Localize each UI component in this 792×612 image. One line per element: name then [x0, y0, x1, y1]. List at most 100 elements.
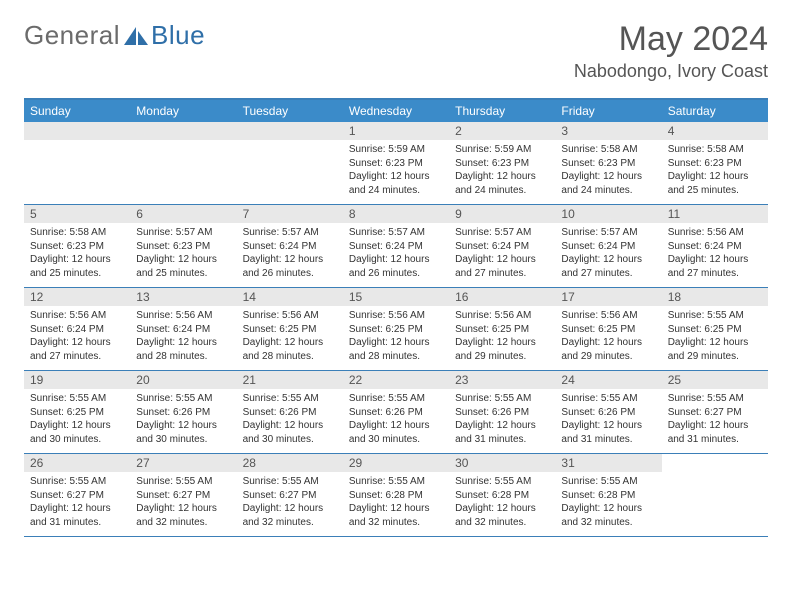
day-cell: 29Sunrise: 5:55 AMSunset: 6:28 PMDayligh…	[343, 454, 449, 536]
week-row: 26Sunrise: 5:55 AMSunset: 6:27 PMDayligh…	[24, 453, 768, 536]
sunrise-line: Sunrise: 5:59 AM	[455, 143, 549, 157]
day-number: 24	[555, 371, 661, 389]
day-number: 3	[555, 122, 661, 140]
weekday-header: Sunday	[24, 100, 130, 122]
daylight-line: Daylight: 12 hours and 28 minutes.	[243, 336, 337, 363]
sunrise-line: Sunrise: 5:58 AM	[668, 143, 762, 157]
logo-text-2: Blue	[151, 20, 205, 51]
sunset-line: Sunset: 6:25 PM	[349, 323, 443, 337]
daylight-line: Daylight: 12 hours and 31 minutes.	[455, 419, 549, 446]
day-cell: 11Sunrise: 5:56 AMSunset: 6:24 PMDayligh…	[662, 205, 768, 287]
daylight-line: Daylight: 12 hours and 29 minutes.	[455, 336, 549, 363]
day-number: 9	[449, 205, 555, 223]
day-number: 1	[343, 122, 449, 140]
sunrise-line: Sunrise: 5:57 AM	[561, 226, 655, 240]
day-details: Sunrise: 5:55 AMSunset: 6:27 PMDaylight:…	[237, 472, 343, 533]
day-cell: 23Sunrise: 5:55 AMSunset: 6:26 PMDayligh…	[449, 371, 555, 453]
sunrise-line: Sunrise: 5:55 AM	[455, 475, 549, 489]
sunset-line: Sunset: 6:27 PM	[30, 489, 124, 503]
day-cell: 31Sunrise: 5:55 AMSunset: 6:28 PMDayligh…	[555, 454, 661, 536]
sunset-line: Sunset: 6:23 PM	[30, 240, 124, 254]
sunset-line: Sunset: 6:27 PM	[136, 489, 230, 503]
sunrise-line: Sunrise: 5:55 AM	[349, 392, 443, 406]
day-details: Sunrise: 5:56 AMSunset: 6:24 PMDaylight:…	[130, 306, 236, 367]
day-number: 27	[130, 454, 236, 472]
sunrise-line: Sunrise: 5:55 AM	[349, 475, 443, 489]
day-cell: 3Sunrise: 5:58 AMSunset: 6:23 PMDaylight…	[555, 122, 661, 204]
daylight-line: Daylight: 12 hours and 24 minutes.	[349, 170, 443, 197]
weekday-header: Tuesday	[237, 100, 343, 122]
day-number: 12	[24, 288, 130, 306]
logo-text-1: General	[24, 20, 120, 51]
day-cell: 27Sunrise: 5:55 AMSunset: 6:27 PMDayligh…	[130, 454, 236, 536]
day-cell: 24Sunrise: 5:55 AMSunset: 6:26 PMDayligh…	[555, 371, 661, 453]
day-details: Sunrise: 5:58 AMSunset: 6:23 PMDaylight:…	[24, 223, 130, 284]
sunset-line: Sunset: 6:24 PM	[668, 240, 762, 254]
sunset-line: Sunset: 6:23 PM	[136, 240, 230, 254]
day-cell: 2Sunrise: 5:59 AMSunset: 6:23 PMDaylight…	[449, 122, 555, 204]
week-row: 1Sunrise: 5:59 AMSunset: 6:23 PMDaylight…	[24, 122, 768, 204]
day-details: Sunrise: 5:55 AMSunset: 6:26 PMDaylight:…	[130, 389, 236, 450]
sunrise-line: Sunrise: 5:55 AM	[243, 392, 337, 406]
weekday-header: Saturday	[662, 100, 768, 122]
day-number: 14	[237, 288, 343, 306]
day-details: Sunrise: 5:55 AMSunset: 6:26 PMDaylight:…	[343, 389, 449, 450]
week-row: 12Sunrise: 5:56 AMSunset: 6:24 PMDayligh…	[24, 287, 768, 370]
daylight-line: Daylight: 12 hours and 27 minutes.	[30, 336, 124, 363]
day-cell: 16Sunrise: 5:56 AMSunset: 6:25 PMDayligh…	[449, 288, 555, 370]
day-number-empty	[237, 122, 343, 140]
day-details: Sunrise: 5:59 AMSunset: 6:23 PMDaylight:…	[343, 140, 449, 201]
daylight-line: Daylight: 12 hours and 27 minutes.	[668, 253, 762, 280]
day-details: Sunrise: 5:55 AMSunset: 6:27 PMDaylight:…	[24, 472, 130, 533]
day-number: 4	[662, 122, 768, 140]
day-number-empty	[24, 122, 130, 140]
sunrise-line: Sunrise: 5:59 AM	[349, 143, 443, 157]
sunrise-line: Sunrise: 5:57 AM	[349, 226, 443, 240]
day-cell: 7Sunrise: 5:57 AMSunset: 6:24 PMDaylight…	[237, 205, 343, 287]
sunset-line: Sunset: 6:24 PM	[455, 240, 549, 254]
day-number: 22	[343, 371, 449, 389]
sunset-line: Sunset: 6:25 PM	[30, 406, 124, 420]
day-details: Sunrise: 5:55 AMSunset: 6:28 PMDaylight:…	[449, 472, 555, 533]
day-number: 2	[449, 122, 555, 140]
day-details: Sunrise: 5:57 AMSunset: 6:24 PMDaylight:…	[343, 223, 449, 284]
sunrise-line: Sunrise: 5:55 AM	[561, 392, 655, 406]
day-details: Sunrise: 5:55 AMSunset: 6:25 PMDaylight:…	[662, 306, 768, 367]
sunrise-line: Sunrise: 5:57 AM	[243, 226, 337, 240]
daylight-line: Daylight: 12 hours and 27 minutes.	[561, 253, 655, 280]
day-number: 25	[662, 371, 768, 389]
day-details: Sunrise: 5:56 AMSunset: 6:24 PMDaylight:…	[24, 306, 130, 367]
sunset-line: Sunset: 6:25 PM	[455, 323, 549, 337]
day-cell: 14Sunrise: 5:56 AMSunset: 6:25 PMDayligh…	[237, 288, 343, 370]
sunrise-line: Sunrise: 5:56 AM	[243, 309, 337, 323]
sunset-line: Sunset: 6:26 PM	[136, 406, 230, 420]
day-cell: 19Sunrise: 5:55 AMSunset: 6:25 PMDayligh…	[24, 371, 130, 453]
day-number: 18	[662, 288, 768, 306]
sunset-line: Sunset: 6:26 PM	[349, 406, 443, 420]
sunrise-line: Sunrise: 5:56 AM	[349, 309, 443, 323]
day-number: 15	[343, 288, 449, 306]
day-number: 7	[237, 205, 343, 223]
day-number: 19	[24, 371, 130, 389]
daylight-line: Daylight: 12 hours and 31 minutes.	[561, 419, 655, 446]
day-number: 17	[555, 288, 661, 306]
day-number: 29	[343, 454, 449, 472]
weekday-header-row: SundayMondayTuesdayWednesdayThursdayFrid…	[24, 100, 768, 122]
title-block: May 2024 Nabodongo, Ivory Coast	[574, 20, 768, 82]
day-details: Sunrise: 5:55 AMSunset: 6:27 PMDaylight:…	[130, 472, 236, 533]
day-details: Sunrise: 5:57 AMSunset: 6:23 PMDaylight:…	[130, 223, 236, 284]
sunset-line: Sunset: 6:28 PM	[349, 489, 443, 503]
day-number: 21	[237, 371, 343, 389]
day-details: Sunrise: 5:56 AMSunset: 6:25 PMDaylight:…	[343, 306, 449, 367]
daylight-line: Daylight: 12 hours and 24 minutes.	[561, 170, 655, 197]
day-cell: 26Sunrise: 5:55 AMSunset: 6:27 PMDayligh…	[24, 454, 130, 536]
sunrise-line: Sunrise: 5:58 AM	[30, 226, 124, 240]
day-details: Sunrise: 5:56 AMSunset: 6:25 PMDaylight:…	[237, 306, 343, 367]
sunset-line: Sunset: 6:24 PM	[30, 323, 124, 337]
sunrise-line: Sunrise: 5:55 AM	[668, 309, 762, 323]
sunrise-line: Sunrise: 5:56 AM	[668, 226, 762, 240]
sunrise-line: Sunrise: 5:55 AM	[30, 392, 124, 406]
day-number: 31	[555, 454, 661, 472]
day-cell: 25Sunrise: 5:55 AMSunset: 6:27 PMDayligh…	[662, 371, 768, 453]
day-number: 23	[449, 371, 555, 389]
